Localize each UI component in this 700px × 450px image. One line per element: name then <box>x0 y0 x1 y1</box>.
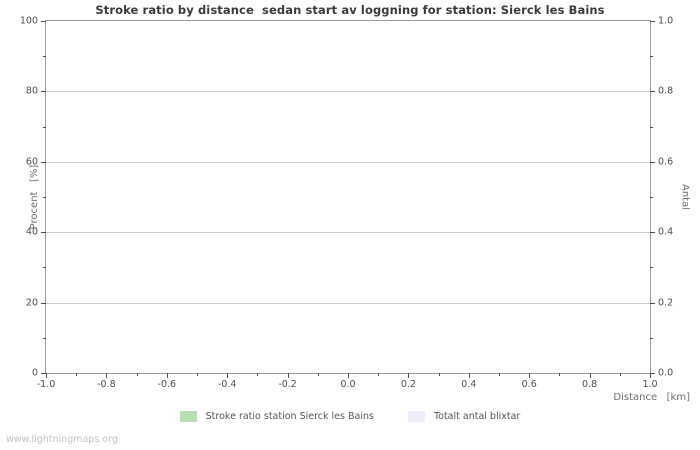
y-axis-left-tick <box>41 373 46 374</box>
x-axis-tick-label: -0.2 <box>278 379 297 390</box>
x-axis-minor-tick <box>197 373 198 376</box>
y-axis-right-tick-label: 0.0 <box>658 367 674 379</box>
plot-area: 0 20 40 60 80 100 0.0 0.2 0.4 0.6 0.8 1.0 -1.0 -0.8 -0… <box>20 16 673 391</box>
y-axis-left-minor-tick <box>43 126 46 128</box>
y-axis-left-tick <box>41 302 46 304</box>
x-axis-tick <box>106 373 108 378</box>
x-axis-tick-label: -1.0 <box>36 379 56 390</box>
y-axis-left-tick-label: 40 <box>25 226 38 238</box>
x-axis-tick-label: 0.4 <box>461 379 477 390</box>
x-axis-minor-tick <box>438 373 440 376</box>
y-axis-right-tick-label: 0.2 <box>658 297 674 309</box>
y-axis-right-tick-label: 0.6 <box>658 156 674 168</box>
x-axis-tick-label: -0.4 <box>217 379 237 390</box>
x-axis-tick <box>46 373 47 378</box>
y-axis-right-minor-tick <box>650 126 653 128</box>
y-axis-left-tick-label: 0 <box>31 367 38 379</box>
x-axis-tick-label: 0.2 <box>400 379 416 390</box>
legend-label: Stroke ratio station Sierck les Bains <box>205 411 374 422</box>
gridline-horizontal <box>46 302 650 304</box>
y-axis-left-minor-tick <box>43 267 46 269</box>
chart-legend: Stroke ratio station Sierck les Bains Tot… <box>0 411 700 422</box>
watermark-label: www.lightningmaps.org <box>6 434 118 445</box>
x-axis-minor-tick <box>619 373 621 376</box>
y-axis-right-tick <box>650 302 655 304</box>
x-axis-title: Distance [km] <box>613 392 690 403</box>
y-axis-right-tick-label: 0.8 <box>658 85 674 97</box>
x-axis-minor-tick <box>136 373 138 376</box>
x-axis-tick <box>408 373 410 378</box>
y-axis-right-minor-tick <box>650 197 653 198</box>
y-axis-left-tick-label: 80 <box>25 85 38 97</box>
y-axis-right-tick <box>650 21 655 22</box>
y-axis-left-minor-tick <box>43 56 46 58</box>
y-axis-right-tick-label: 1.0 <box>658 15 674 27</box>
x-axis-tick <box>348 373 349 378</box>
y-axis-left-tick <box>41 161 46 163</box>
legend-entry[interactable]: Stroke ratio station Sierck les Bains <box>179 411 374 422</box>
y-axis-right-minor-tick <box>650 56 653 58</box>
x-axis-minor-tick <box>378 373 380 376</box>
y-axis-left-minor-tick <box>43 197 46 198</box>
legend-label: Totalt antal blixtar <box>433 411 521 422</box>
x-axis-tick-label: 1.0 <box>642 379 658 390</box>
y-axis-left-tick <box>41 232 46 234</box>
y-axis-left-tick <box>41 91 46 93</box>
x-axis-minor-tick <box>559 373 561 376</box>
x-axis-tick <box>468 373 470 378</box>
gridline-horizontal <box>46 232 650 234</box>
y-axis-left-title: Procent [%] <box>28 164 40 230</box>
x-axis-tick <box>529 373 531 378</box>
y-axis-right-tick <box>650 232 655 234</box>
y-axis-left-tick-label: 60 <box>25 156 38 168</box>
y-axis-right-tick-label: 0.4 <box>658 226 674 238</box>
y-axis-right-title: Antal <box>679 183 691 211</box>
x-axis-minor-tick <box>499 373 500 376</box>
x-axis-minor-tick <box>76 373 78 376</box>
y-axis-right-minor-tick <box>650 337 653 339</box>
x-axis-minor-tick <box>257 373 259 376</box>
gridline-horizontal <box>46 91 650 93</box>
x-axis-tick <box>166 373 168 378</box>
y-axis-right-tick <box>650 373 655 374</box>
x-axis-tick <box>287 373 289 378</box>
y-axis-left-tick-label: 100 <box>19 15 38 27</box>
legend-color-swatch <box>407 411 425 422</box>
x-axis-tick-label: 0.6 <box>521 379 537 390</box>
x-axis-tick <box>589 373 591 378</box>
y-axis-left-minor-tick <box>43 337 46 339</box>
y-axis-right-minor-tick <box>650 267 653 269</box>
gridlines-layer <box>46 21 650 373</box>
x-axis-tick <box>227 373 229 378</box>
y-axis-left-tick <box>41 21 46 22</box>
chart-title: Stroke ratio by distance sedan start av … <box>95 3 605 17</box>
x-axis-tick-label: 0.8 <box>582 379 598 390</box>
x-axis-tick <box>650 373 651 378</box>
gridline-horizontal <box>46 161 650 163</box>
y-axis-right-tick <box>650 161 655 163</box>
legend-color-swatch <box>179 411 197 422</box>
x-axis-minor-tick <box>317 373 319 376</box>
y-axis-left-tick-label: 20 <box>25 297 38 309</box>
x-axis-tick-label: -0.6 <box>157 379 177 390</box>
x-axis-tick-label: -0.8 <box>97 379 116 390</box>
legend-entry[interactable]: Totalt antal blixtar <box>407 411 521 422</box>
x-axis-tick-label: 0.0 <box>340 379 356 390</box>
y-axis-right-tick <box>650 91 655 93</box>
